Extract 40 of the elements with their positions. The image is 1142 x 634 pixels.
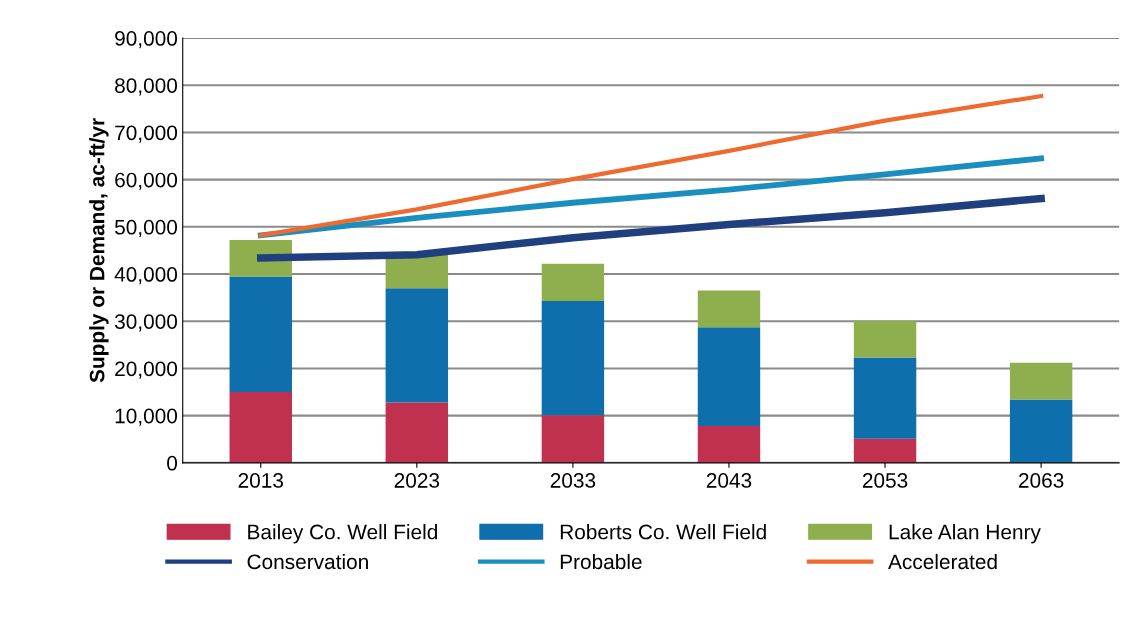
y-tick-label: 60,000 [115,172,178,190]
bar [697,426,761,463]
x-tick-label: 2023 [394,473,440,488]
bar [1009,362,1073,400]
legend-label: Roberts Co. Well Field [560,524,766,540]
x-tick-label: 2053 [862,473,908,488]
bar [853,357,917,439]
bar [541,263,605,301]
bar [853,320,917,358]
bar [541,415,605,463]
y-axis-title: Supply or Demand, ac-ft/yr [89,118,109,383]
bar [385,288,449,403]
y-tick-label: 30,000 [114,314,178,332]
line-series [258,94,1044,238]
y-tick-label: 20,000 [115,361,178,379]
bar [1009,399,1073,463]
bar [385,254,449,289]
y-tick-label: 80,000 [115,78,178,96]
bar [229,276,292,393]
legend-label: Conservation [247,553,368,570]
bar [697,290,761,328]
x-tick-label: 2013 [238,473,284,488]
y-tick-label: 70,000 [115,125,178,143]
bar [697,327,761,427]
y-tick-label: 0 [167,455,178,471]
x-tick-label: 2033 [550,473,596,488]
y-tick-label: 50,000 [114,219,178,238]
bar [229,392,292,463]
bar [385,402,449,463]
bar [541,300,605,416]
y-tick-label: 10,000 [115,408,178,426]
x-tick-label: 2063 [1019,473,1064,488]
y-tick-label: 90,000 [115,31,178,49]
legend-label: Probable [560,553,642,570]
x-tick-label: 2043 [706,473,752,488]
legend-label: Lake Alan Henry [889,524,1041,544]
legend-label: Accelerated [888,553,997,570]
bar [853,438,917,463]
legend-label: Bailey Co. Well Field [248,524,437,544]
y-tick-label: 40,000 [114,267,178,285]
